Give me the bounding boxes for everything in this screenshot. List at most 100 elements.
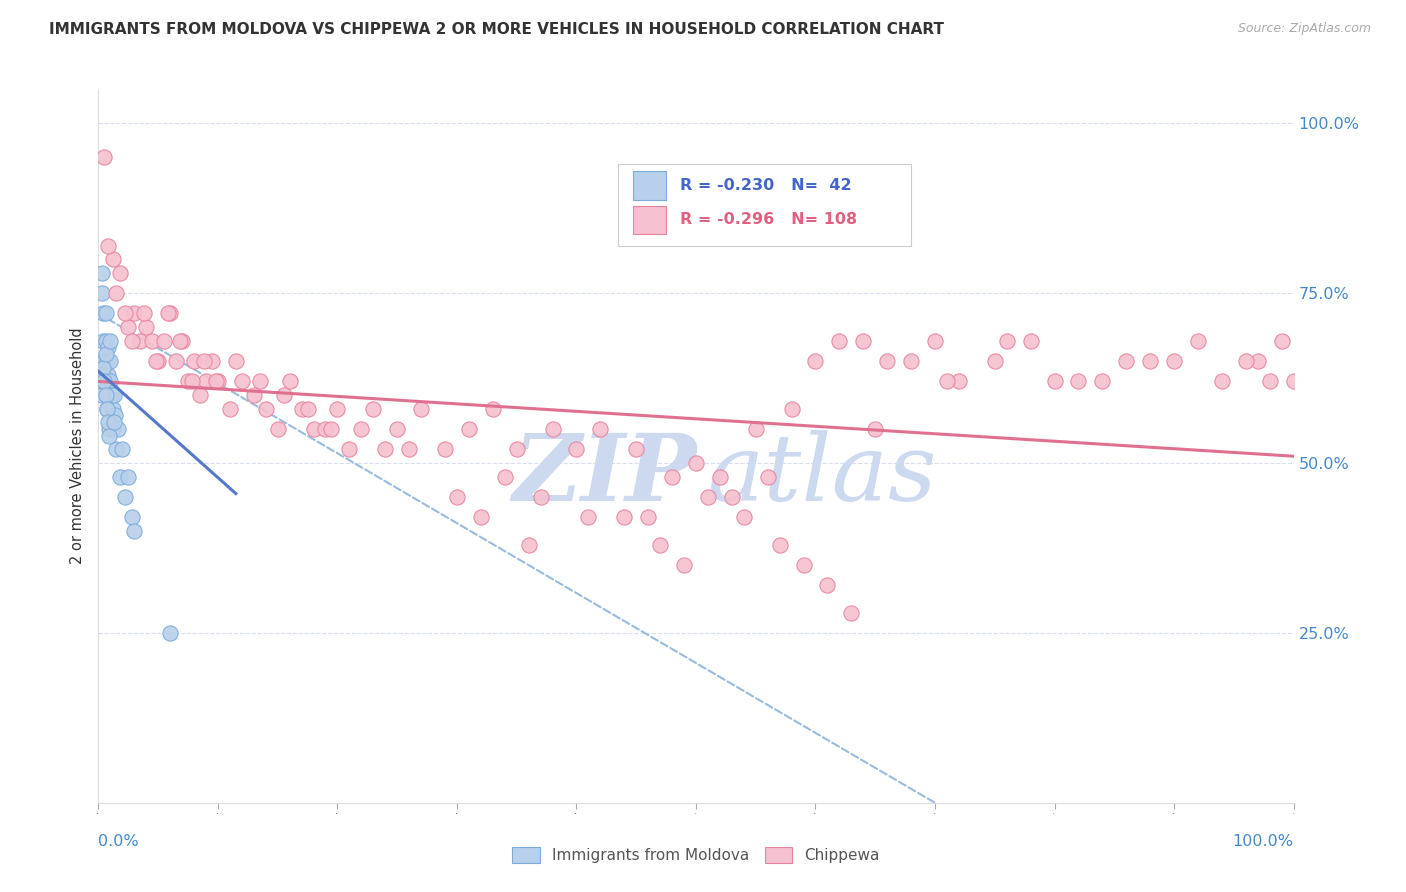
Point — [650, 537, 672, 551]
Point — [446, 490, 468, 504]
Point — [339, 442, 361, 457]
Point — [291, 401, 314, 416]
Point — [1139, 354, 1161, 368]
Point — [98, 388, 121, 402]
Point — [852, 334, 875, 348]
Point — [100, 334, 122, 348]
Point — [278, 375, 301, 389]
Point — [673, 558, 696, 572]
Point — [321, 422, 343, 436]
Point — [195, 375, 218, 389]
Point — [721, 490, 744, 504]
Point — [105, 286, 128, 301]
Text: atlas: atlas — [709, 430, 938, 519]
Point — [637, 510, 659, 524]
Point — [94, 306, 117, 320]
Point — [97, 341, 120, 355]
Point — [1211, 375, 1233, 389]
Point — [108, 266, 131, 280]
Point — [398, 442, 420, 457]
Point — [101, 252, 124, 266]
Point — [124, 306, 146, 320]
Point — [91, 360, 114, 375]
Point — [326, 401, 349, 416]
Text: 0.0%: 0.0% — [98, 834, 139, 849]
Point — [1187, 334, 1209, 348]
Point — [93, 150, 115, 164]
Point — [865, 422, 887, 436]
Point — [273, 388, 295, 402]
Point — [153, 334, 176, 348]
Point — [780, 401, 803, 416]
Point — [231, 375, 253, 389]
Point — [225, 354, 247, 368]
Point — [804, 354, 827, 368]
Point — [267, 422, 290, 436]
Point — [132, 306, 155, 320]
Point — [817, 578, 839, 592]
Point — [96, 354, 118, 368]
Point — [697, 490, 720, 504]
Point — [201, 354, 224, 368]
Point — [1115, 354, 1137, 368]
Bar — [633, 205, 666, 234]
Point — [297, 401, 319, 416]
Point — [94, 347, 117, 361]
Text: R = -0.296   N= 108: R = -0.296 N= 108 — [681, 212, 858, 227]
Point — [517, 537, 540, 551]
Point — [1067, 375, 1090, 389]
Point — [193, 354, 215, 368]
Point — [1247, 354, 1270, 368]
Point — [1234, 354, 1257, 368]
Point — [121, 510, 143, 524]
Point — [900, 354, 922, 368]
Point — [249, 375, 271, 389]
Point — [1043, 375, 1066, 389]
Point — [207, 375, 229, 389]
Point — [91, 306, 114, 320]
Point — [995, 334, 1018, 348]
Point — [363, 401, 385, 416]
Point — [93, 368, 115, 382]
Point — [458, 422, 481, 436]
Text: ZIP: ZIP — [512, 430, 696, 519]
Point — [936, 375, 959, 389]
Point — [434, 442, 457, 457]
Point — [177, 375, 200, 389]
Point — [769, 537, 792, 551]
Point — [114, 306, 136, 320]
Point — [924, 334, 946, 348]
Point — [100, 375, 122, 389]
Point — [108, 469, 131, 483]
Point — [1282, 375, 1305, 389]
Point — [96, 401, 118, 416]
Text: IMMIGRANTS FROM MOLDOVA VS CHIPPEWA 2 OR MORE VEHICLES IN HOUSEHOLD CORRELATION : IMMIGRANTS FROM MOLDOVA VS CHIPPEWA 2 OR… — [49, 22, 945, 37]
Point — [685, 456, 707, 470]
Point — [1163, 354, 1185, 368]
Point — [1258, 375, 1281, 389]
Point — [159, 626, 181, 640]
Point — [661, 469, 683, 483]
Point — [841, 606, 863, 620]
Point — [756, 469, 779, 483]
Point — [541, 422, 564, 436]
Point — [117, 320, 139, 334]
Y-axis label: 2 or more Vehicles in Household: 2 or more Vehicles in Household — [70, 327, 86, 565]
Point — [94, 388, 117, 402]
Point — [565, 442, 588, 457]
Point — [506, 442, 529, 457]
Point — [188, 388, 211, 402]
Text: Source: ZipAtlas.com: Source: ZipAtlas.com — [1237, 22, 1371, 36]
Point — [105, 442, 128, 457]
Point — [1019, 334, 1042, 348]
Point — [91, 286, 114, 301]
Point — [302, 422, 325, 436]
Point — [613, 510, 636, 524]
Point — [93, 354, 115, 368]
Legend: Immigrants from Moldova, Chippewa: Immigrants from Moldova, Chippewa — [512, 847, 880, 863]
Text: R = -0.230   N=  42: R = -0.230 N= 42 — [681, 178, 852, 193]
Point — [243, 388, 266, 402]
Point — [948, 375, 970, 389]
Text: 100.0%: 100.0% — [1233, 834, 1294, 849]
Point — [172, 334, 194, 348]
